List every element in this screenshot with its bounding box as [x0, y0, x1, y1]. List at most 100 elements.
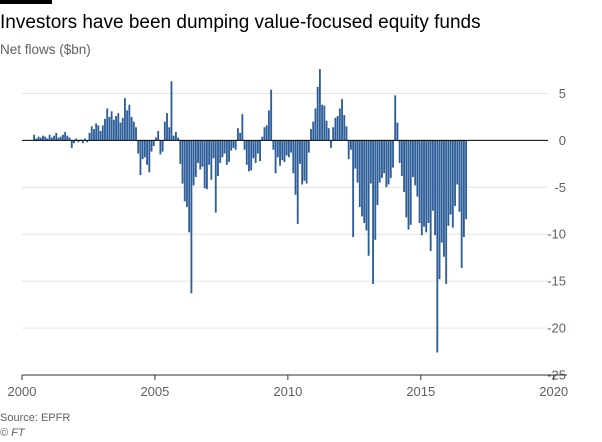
bar: [137, 140, 140, 154]
bar: [436, 140, 439, 353]
bar: [292, 140, 295, 174]
bar: [57, 137, 60, 141]
bar: [365, 140, 368, 231]
bar: [403, 140, 406, 192]
x-tick-label: 2020: [539, 384, 568, 399]
bar: [130, 116, 133, 141]
bar: [263, 127, 266, 141]
bar: [230, 140, 233, 151]
y-tick-label: 5: [559, 86, 566, 101]
bar: [250, 140, 253, 171]
bar: [440, 140, 443, 243]
bar: [283, 140, 286, 162]
bar: [188, 140, 191, 233]
bar: [407, 140, 410, 230]
bar: [363, 140, 366, 223]
bar: [358, 140, 361, 208]
bar: [270, 89, 273, 141]
bar: [205, 140, 208, 190]
bar: [332, 127, 335, 141]
bar: [108, 116, 111, 141]
bar: [400, 140, 403, 177]
bar: [272, 140, 275, 150]
bar: [438, 140, 441, 280]
bar: [217, 140, 219, 177]
bar: [53, 135, 55, 141]
bar: [314, 108, 317, 141]
ft-credit: © FT: [0, 427, 25, 439]
bar: [418, 140, 421, 223]
bar: [166, 113, 168, 141]
bar: [412, 140, 414, 177]
bar: [95, 123, 98, 141]
bar: [223, 140, 226, 154]
bar: [201, 140, 204, 167]
bar: [46, 138, 49, 141]
bar: [274, 140, 277, 174]
bar: [281, 140, 284, 161]
bar: [48, 134, 51, 141]
bar: [101, 125, 104, 141]
bar: [115, 115, 117, 141]
bar: [285, 140, 288, 156]
bar: [409, 140, 412, 225]
x-tick-label: 2010: [273, 384, 302, 399]
bar: [243, 140, 246, 150]
bar: [92, 129, 95, 141]
bar: [214, 140, 217, 213]
bar: [33, 134, 36, 141]
bar: [90, 126, 93, 141]
bar: [427, 140, 430, 223]
bar: [296, 140, 299, 224]
bar: [343, 115, 346, 141]
bar: [146, 140, 149, 165]
bar: [104, 118, 106, 141]
bar: [347, 140, 350, 160]
bar: [225, 140, 228, 165]
bar: [425, 140, 428, 233]
bar: [117, 113, 120, 141]
bar: [119, 122, 122, 141]
bar: [265, 125, 268, 141]
bar: [221, 140, 224, 158]
bar: [112, 119, 115, 141]
bar: [423, 140, 425, 227]
bar: [276, 140, 279, 158]
bar: [121, 117, 124, 141]
bar: [369, 140, 372, 184]
bar: [239, 132, 242, 141]
source-note: Source: EPFR: [0, 412, 71, 424]
bar: [334, 117, 337, 141]
bar: [106, 108, 109, 141]
bar: [161, 140, 164, 152]
bar: [197, 140, 199, 163]
bar: [183, 140, 186, 202]
bar: [389, 140, 392, 178]
bar: [128, 104, 131, 141]
bar: [303, 140, 306, 181]
bar: [84, 138, 86, 141]
bar: [37, 136, 40, 141]
bar: [431, 140, 434, 211]
chart-subtitle: Net flows ($bn): [0, 42, 91, 57]
bar: [254, 140, 257, 163]
bar: [341, 99, 343, 141]
bar: [367, 140, 370, 256]
bar: [232, 140, 235, 148]
bar-series: [33, 69, 468, 353]
bar: [462, 140, 465, 238]
x-tick-label: 2005: [140, 384, 169, 399]
chart-title: Investors have been dumping value-focuse…: [0, 12, 481, 33]
bar: [208, 140, 211, 165]
bar: [172, 135, 175, 141]
bar: [394, 95, 397, 141]
bar: [287, 140, 290, 158]
bar: [163, 121, 166, 141]
bar: [374, 140, 377, 240]
bar: [44, 136, 47, 141]
bar: [73, 140, 75, 144]
bar: [310, 129, 312, 141]
bar: [252, 140, 255, 159]
bar: [316, 86, 319, 141]
